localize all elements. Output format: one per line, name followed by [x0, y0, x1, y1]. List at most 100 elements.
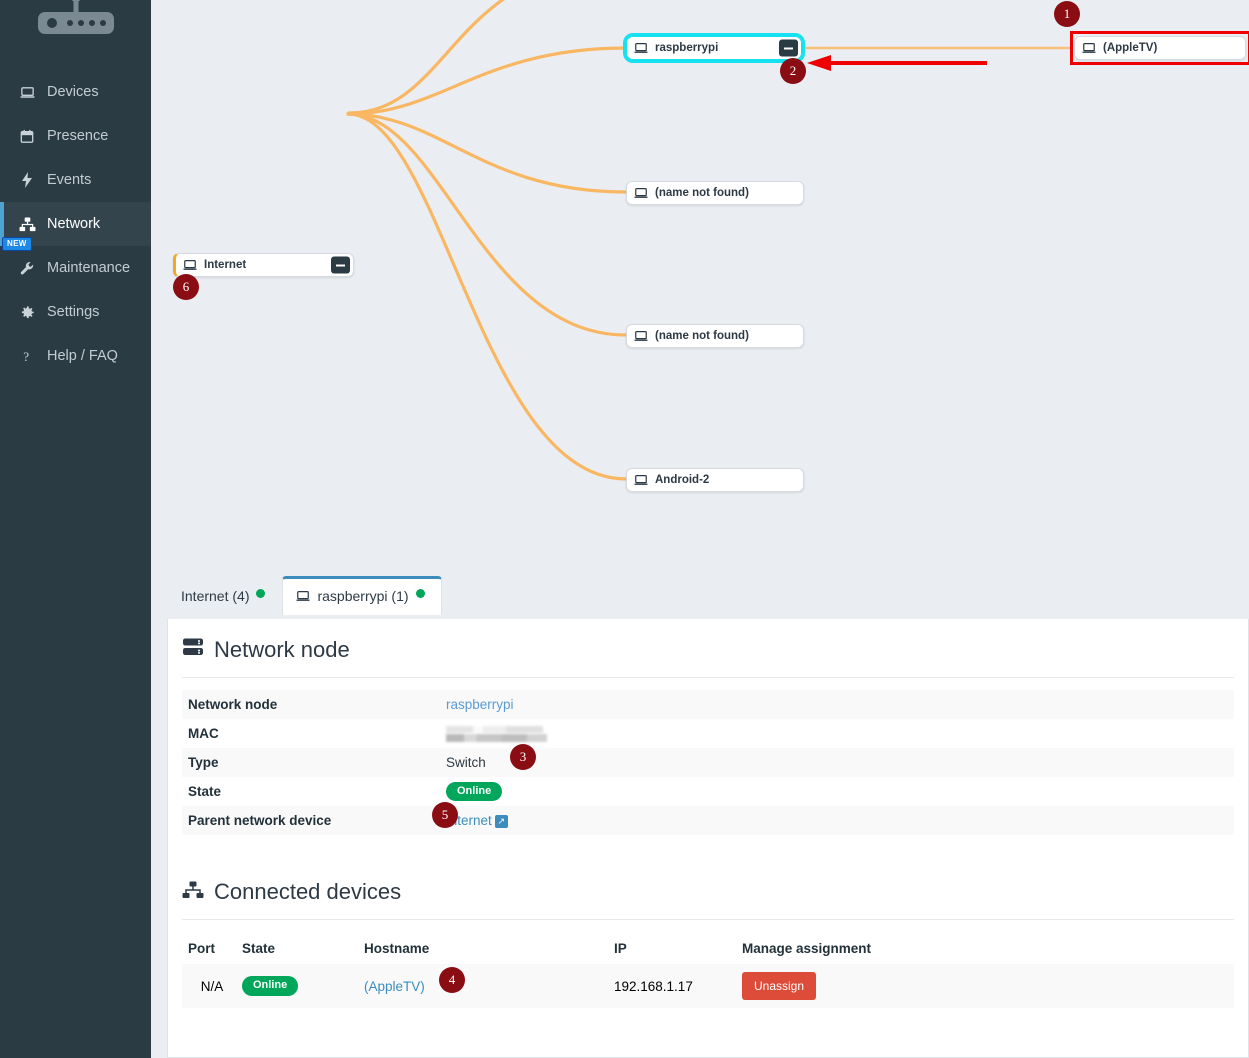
app-logo[interactable]	[0, 0, 151, 62]
topology-node-unknown-2[interactable]: (name not found)	[626, 324, 804, 348]
sidebar-item-label: Settings	[47, 304, 100, 320]
cell-state: Online	[242, 964, 364, 1008]
annotation-badge-1: 1	[1054, 1, 1080, 27]
laptop-icon	[18, 85, 36, 100]
sidebar-item-label: Help / FAQ	[47, 348, 118, 364]
annotation-badge-2: 2	[780, 58, 806, 84]
sidebar-item-maintenance[interactable]: NEW Maintenance	[0, 237, 151, 290]
router-icon	[37, 0, 114, 34]
topology-node-label: (AppleTV)	[1103, 42, 1158, 54]
row-key: State	[188, 784, 222, 799]
mac-redacted	[446, 725, 1234, 742]
row-key: Parent network device	[182, 806, 446, 835]
topology-node-label: Internet	[204, 259, 247, 271]
laptop-icon	[627, 41, 655, 55]
sidebar-item-label: Maintenance	[47, 260, 131, 276]
topology-node-android-2[interactable]: Android-2	[626, 468, 804, 492]
gear-icon	[18, 305, 36, 320]
node-type-value: Switch	[446, 755, 486, 770]
topology-node-raspberrypi[interactable]: raspberrypi	[623, 33, 805, 63]
cell-manage: Unassign	[742, 964, 1234, 1008]
annotation-badge-6: 6	[173, 274, 199, 300]
network-node-heading: Network node	[168, 619, 1248, 677]
server-icon	[182, 637, 204, 663]
topology-node-label: (name not found)	[655, 187, 749, 199]
connected-devices-heading: Connected devices	[168, 835, 1248, 919]
table-row: State Online	[182, 777, 1234, 806]
table-row: Network node raspberrypi	[182, 690, 1234, 719]
tab-internet[interactable]: Internet (4)	[167, 576, 282, 615]
question-icon: ?	[18, 349, 36, 364]
cell-hostname: (AppleTV) 4	[364, 964, 614, 1008]
row-key: Type	[182, 748, 446, 777]
laptop-icon	[627, 186, 655, 200]
topology-edges	[346, 0, 1071, 481]
external-link-icon[interactable]: ↗	[494, 814, 508, 828]
col-manage: Manage assignment	[742, 940, 872, 956]
row-key: Network node	[182, 690, 446, 719]
topology-node-label: Android-2	[655, 474, 710, 486]
detail-card: Network node Network node raspberrypi MA…	[167, 619, 1249, 1058]
cell-ip: 192.168.1.17	[614, 978, 693, 994]
table-row: Parent network device Internet ↗ 5	[182, 802, 1234, 835]
row-value: raspberrypi	[446, 690, 1234, 719]
col-port: Port	[188, 940, 215, 956]
row-key: MAC	[188, 726, 219, 741]
row-value: Online	[446, 777, 1234, 806]
svg-text:?: ?	[23, 349, 29, 364]
bolt-icon	[18, 172, 36, 188]
new-badge: NEW	[2, 237, 32, 251]
cell-port: N/A	[200, 978, 224, 994]
col-state: State	[242, 940, 276, 956]
laptop-icon	[176, 258, 204, 272]
network-node-link[interactable]: raspberrypi	[446, 697, 514, 712]
section-title-text: Connected devices	[214, 879, 402, 904]
status-dot-online	[256, 589, 266, 598]
topology-node-internet[interactable]: Internet	[173, 253, 354, 277]
laptop-icon	[627, 473, 655, 487]
network-node-table: Network node raspberrypi MAC	[182, 690, 1234, 835]
sidebar-item-presence[interactable]: Presence	[0, 114, 151, 158]
topology-node-appletv[interactable]: (AppleTV)	[1074, 36, 1246, 60]
collapse-toggle-internet[interactable]	[331, 256, 350, 274]
table-row: N/A Online (AppleTV) 4 192.168.1.17 Unas…	[182, 964, 1234, 1008]
sidebar-item-label: Devices	[47, 84, 99, 100]
annotation-badge-3: 3	[510, 744, 536, 770]
unassign-button[interactable]: Unassign	[742, 972, 817, 1000]
topology-node-label: (name not found)	[655, 330, 749, 342]
sidebar-item-help-faq[interactable]: ? Help / FAQ	[0, 334, 151, 378]
sidebar-nav: Devices Presence Events Network	[0, 70, 151, 378]
sidebar-item-events[interactable]: Events	[0, 158, 151, 202]
sidebar-item-label: Presence	[47, 128, 109, 144]
row-value	[446, 719, 1234, 748]
wrench-icon	[18, 261, 36, 276]
section-title-text: Network node	[214, 637, 350, 662]
table-row: MAC	[182, 719, 1234, 748]
annotation-badge-4: 4	[439, 967, 465, 993]
tab-raspberrypi[interactable]: raspberrypi (1)	[282, 576, 442, 615]
detail-tabs: Internet (4) raspberrypi (1)	[167, 576, 442, 615]
annotation-badge-5: 5	[432, 802, 458, 828]
collapse-toggle-raspberrypi[interactable]	[779, 39, 798, 57]
topology-node-unknown-1[interactable]: (name not found)	[626, 181, 804, 205]
sidebar-item-label: Events	[47, 172, 92, 188]
table-row: Type Switch 3	[182, 744, 1234, 777]
tab-label: raspberrypi (1)	[317, 588, 409, 604]
network-topology-graph[interactable]: Internet raspberrypi (name not found)	[151, 0, 1249, 560]
sidebar-item-devices[interactable]: Devices	[0, 70, 151, 114]
status-badge-online: Online	[446, 781, 503, 802]
sidebar-item-settings[interactable]: Settings	[0, 290, 151, 334]
sitemap-icon	[182, 879, 204, 905]
row-value: Internet ↗ 5	[432, 802, 1234, 835]
hostname-link[interactable]: (AppleTV)	[364, 978, 425, 994]
col-hostname: Hostname	[364, 940, 430, 956]
sitemap-icon	[18, 216, 36, 232]
sidebar-item-label: Network	[47, 216, 101, 232]
annotation-arrow-red	[807, 55, 987, 71]
topology-node-label: raspberrypi	[655, 42, 719, 54]
row-value: Switch 3	[446, 744, 1234, 777]
connected-devices-table: Port State Hostname IP Manage assignment…	[182, 932, 1234, 1008]
status-badge-online: Online	[242, 976, 299, 996]
calendar-icon	[18, 129, 36, 144]
